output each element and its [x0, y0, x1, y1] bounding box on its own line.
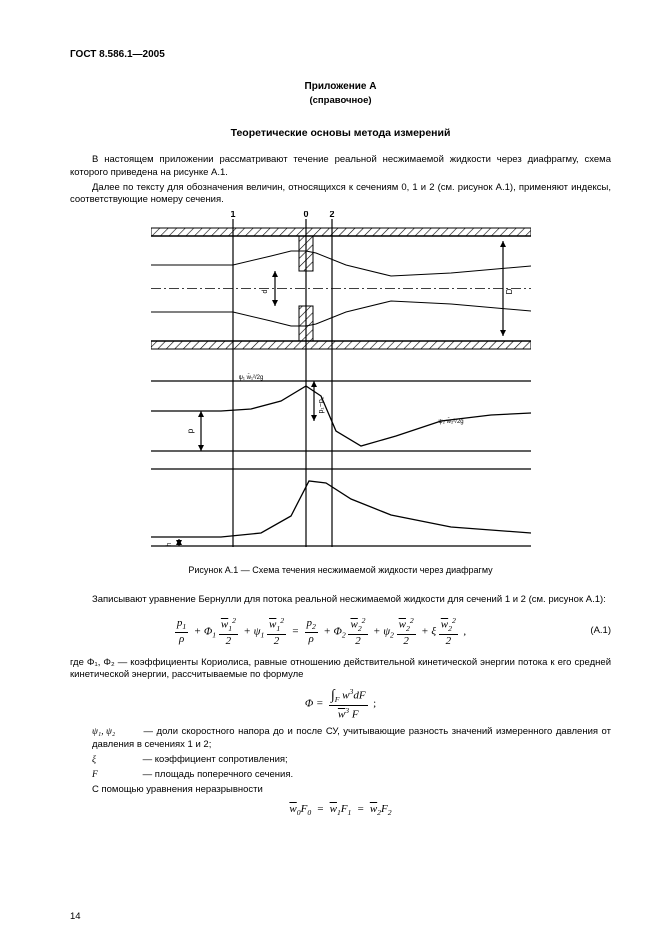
figure-a1: 1 0 2 Dd p p₁−p₂ ψ₁ w̄₁²/2g ψ₂ w̄₂²/2g h — [70, 211, 611, 556]
svg-text:ψ₁ w̄₁²/2g: ψ₁ w̄₁²/2g — [238, 374, 263, 381]
appendix-subtitle: (справочное) — [70, 95, 611, 108]
equation-a1-number: (А.1) — [571, 625, 611, 638]
svg-text:d: d — [262, 290, 269, 294]
svg-text:1: 1 — [230, 211, 235, 219]
svg-text:0: 0 — [303, 211, 308, 219]
content: ГОСТ 8.586.1—2005 Приложение А (справочн… — [70, 48, 611, 906]
page-number: 14 — [70, 911, 81, 922]
para-4: где Φ₁, Φ₂ — коэффициенты Кориолиса, рав… — [70, 657, 611, 683]
definition-item: ξ — коэффициент сопротивления; — [92, 754, 611, 767]
svg-text:h: h — [166, 543, 173, 547]
definitions: ψ₁, ψ₂ — доли скоростного напора до и по… — [70, 726, 611, 781]
para-3: Записывают уравнение Бернулли для потока… — [70, 594, 611, 607]
page: ГОСТ 8.586.1—2005 Приложение А (справочн… — [0, 0, 661, 936]
equation-a1: p1ρ + Φ1 w122 + ψ1 w122 = p2ρ + Φ2 w222 … — [70, 617, 611, 647]
svg-text:p₁−p₂: p₁−p₂ — [318, 396, 325, 413]
definition-item: ψ₁, ψ₂ — доли скоростного напора до и по… — [92, 726, 611, 752]
figure-caption: Рисунок А.1 — Схема течения несжимаемой … — [70, 564, 611, 576]
svg-text:p: p — [186, 428, 195, 433]
section-title: Теоретические основы метода измерений — [70, 126, 611, 140]
para-1: В настоящем приложении рассматривают теч… — [70, 154, 611, 180]
equation-continuity: w0F0 = w1F1 = w2F2 — [70, 802, 611, 819]
svg-text:2: 2 — [329, 211, 334, 219]
appendix-title: Приложение А — [70, 80, 611, 94]
figure-svg: 1 0 2 Dd p p₁−p₂ ψ₁ w̄₁²/2g ψ₂ w̄₂²/2g h — [151, 211, 531, 551]
svg-text:D: D — [505, 289, 514, 295]
para-2: Далее по тексту для обозначения величин,… — [70, 182, 611, 208]
doc-header: ГОСТ 8.586.1—2005 — [70, 48, 611, 62]
equation-phi: Φ = ∫F w3dF w3 F ; — [70, 688, 611, 720]
equation-a1-body: p1ρ + Φ1 w122 + ψ1 w122 = p2ρ + Φ2 w222 … — [70, 617, 571, 647]
para-5: С помощью уравнения неразрывности — [70, 784, 611, 797]
svg-text:ψ₂ w̄₂²/2g: ψ₂ w̄₂²/2g — [438, 418, 463, 425]
definition-item: F — площадь поперечного сечения. — [92, 769, 611, 782]
